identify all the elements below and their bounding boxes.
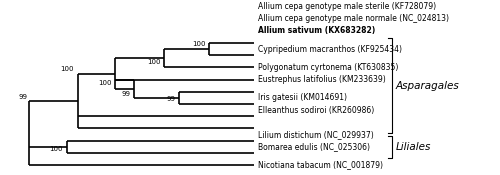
Text: 100: 100 [98, 80, 112, 86]
Text: Eustrephus latifolius (KM233639): Eustrephus latifolius (KM233639) [258, 75, 386, 84]
Text: Asparagales: Asparagales [396, 81, 459, 91]
Text: Liliales: Liliales [396, 142, 430, 152]
Text: Allium cepa genotype male sterile (KF728079): Allium cepa genotype male sterile (KF728… [258, 2, 436, 11]
Text: Bomarea edulis (NC_025306): Bomarea edulis (NC_025306) [258, 142, 370, 151]
Text: 99: 99 [18, 94, 27, 100]
Text: Iris gatesii (KM014691): Iris gatesii (KM014691) [258, 93, 347, 102]
Text: Nicotiana tabacum (NC_001879): Nicotiana tabacum (NC_001879) [258, 160, 383, 169]
Text: 100: 100 [147, 59, 160, 65]
Text: Elleanthus sodiroi (KR260986): Elleanthus sodiroi (KR260986) [258, 106, 374, 115]
Text: Lilium distichum (NC_029937): Lilium distichum (NC_029937) [258, 130, 374, 139]
Text: Polygonatum cyrtonema (KT630835): Polygonatum cyrtonema (KT630835) [258, 63, 398, 72]
Text: Cypripedium macranthos (KF925434): Cypripedium macranthos (KF925434) [258, 45, 402, 54]
Text: 99: 99 [122, 91, 130, 97]
Text: 100: 100 [50, 145, 63, 152]
Text: 99: 99 [166, 96, 175, 102]
Text: 100: 100 [60, 66, 74, 72]
Text: Allium sativum (KX683282): Allium sativum (KX683282) [258, 26, 376, 35]
Text: 100: 100 [192, 41, 205, 47]
Text: Allium cepa genotype male normale (NC_024813): Allium cepa genotype male normale (NC_02… [258, 14, 449, 23]
